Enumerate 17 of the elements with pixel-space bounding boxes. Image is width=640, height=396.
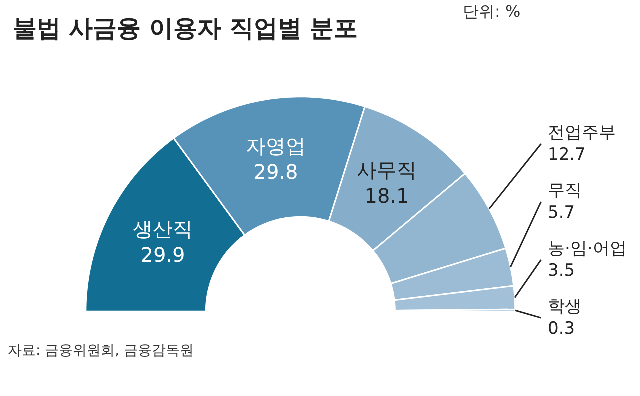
slice-label: 무직 bbox=[548, 181, 582, 201]
slice-label: 자영업 bbox=[246, 134, 306, 158]
slice-label: 농·임·어업 bbox=[548, 239, 627, 259]
chart-subtitle: 단위: % bbox=[463, 2, 521, 21]
data-label: 18.1 bbox=[364, 184, 410, 208]
text: 자료: 금융위원회, 금융감독원 bbox=[8, 343, 194, 359]
slice-label: 학생 bbox=[548, 297, 582, 317]
slice-label: 생산직 bbox=[133, 217, 193, 241]
data-label: 3.5 bbox=[548, 261, 576, 282]
data-label: 29.9 bbox=[140, 243, 186, 267]
data-label: 29.8 bbox=[254, 160, 298, 184]
data-label: 0.3 bbox=[548, 319, 576, 340]
data-label: 12.7 bbox=[548, 145, 586, 166]
chart-title: 불법 사금융 이용자 직업별 분포 bbox=[12, 14, 358, 43]
data-label: 5.7 bbox=[548, 203, 576, 224]
slice-label: 전업주부 bbox=[548, 123, 616, 143]
slice-label: 사무직 bbox=[357, 158, 417, 182]
